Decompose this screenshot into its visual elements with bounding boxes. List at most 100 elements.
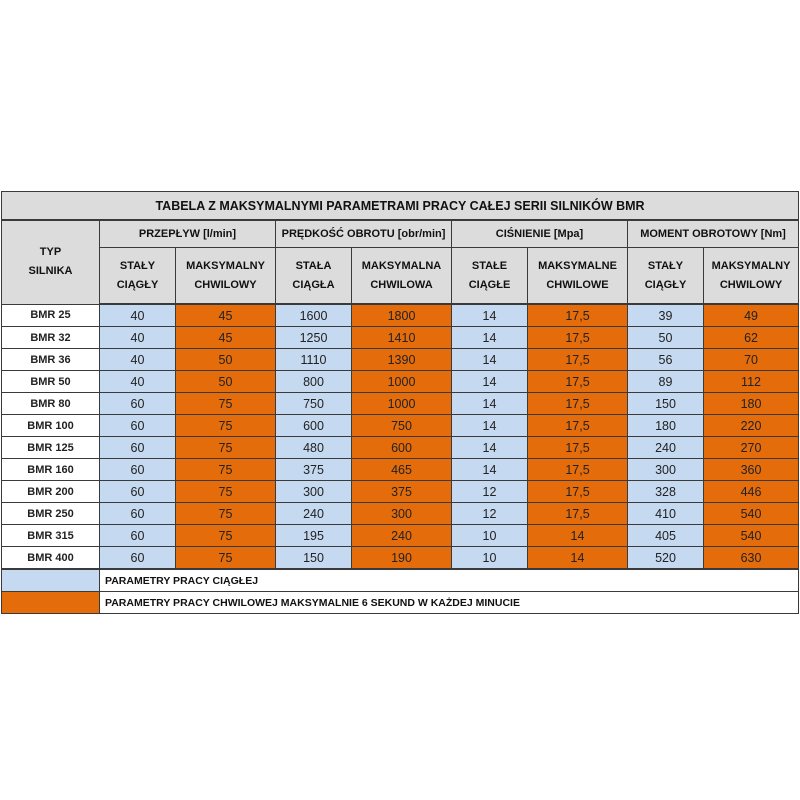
flow-continuous-cell: 40: [99, 326, 176, 349]
table-row: BMR 100 60 75 600 750 14 17,5 180 220: [1, 414, 800, 437]
pressure-max-cell: 17,5: [527, 436, 628, 459]
speed-continuous-cell: 240: [275, 502, 352, 525]
torque-continuous-cell: 39: [627, 303, 704, 327]
pressure-continuous-cell: 12: [451, 480, 528, 503]
pressure-max-cell: 17,5: [527, 414, 628, 437]
speed-max-cell: 600: [351, 436, 452, 459]
motor-type-cell: BMR 250: [1, 502, 100, 525]
motor-type-cell: BMR 400: [1, 546, 100, 570]
flow-continuous-cell: 60: [99, 392, 176, 415]
pressure-continuous-cell: 14: [451, 458, 528, 481]
type-header-line2: SILNIKA: [28, 265, 73, 278]
flow-max-cell: 75: [175, 502, 276, 525]
speed-continuous-cell: 800: [275, 370, 352, 393]
pressure-max-cell: 17,5: [527, 370, 628, 393]
legend-continuous-text: PARAMETRY PRACY CIĄGŁEJ: [98, 568, 800, 592]
table-title: TABELA Z MAKSYMALNYMI PARAMETRAMI PRACY …: [0, 191, 800, 221]
pressure-max-cell: 17,5: [527, 480, 628, 503]
table-row: BMR 80 60 75 750 1000 14 17,5 150 180: [1, 392, 800, 415]
speed-continuous-cell: 1600: [275, 303, 352, 327]
type-header: TYP SILNIKA: [1, 219, 100, 305]
flow-continuous-cell: 40: [99, 370, 176, 393]
speed-continuous-cell: 600: [275, 414, 352, 437]
motor-type-cell: BMR 25: [1, 303, 100, 327]
pressure-continuous-cell: 14: [451, 392, 528, 415]
torque-max-cell: 62: [702, 326, 800, 349]
pressure-max-cell: 14: [527, 524, 628, 547]
speed-max-cell: 750: [351, 414, 452, 437]
speed-max-cell: 1800: [351, 303, 452, 327]
speed-continuous-cell: 150: [275, 546, 352, 570]
pressure-max-cell: 17,5: [527, 303, 628, 327]
speed-max-cell: 1390: [351, 348, 452, 371]
torque-max-cell: 180: [702, 392, 800, 415]
bmr-parameters-table: TABELA Z MAKSYMALNYMI PARAMETRAMI PRACY …: [0, 191, 800, 614]
torque-max-cell: 360: [702, 458, 800, 481]
torque-continuous-cell: 150: [627, 392, 704, 415]
motor-type-cell: BMR 160: [1, 458, 100, 481]
torque-max-cell: 270: [702, 436, 800, 459]
speed-group-header: PRĘDKOŚĆ OBROTU [obr/min]: [275, 219, 452, 248]
pressure-continuous-cell: 14: [451, 414, 528, 437]
speed-continuous-cell: 750: [275, 392, 352, 415]
motor-type-cell: BMR 32: [1, 326, 100, 349]
flow-max-cell: 50: [175, 348, 276, 371]
legend-momentary-text: PARAMETRY PRACY CHWILOWEJ MAKSYMALNIE 6 …: [98, 591, 800, 614]
motor-type-cell: BMR 50: [1, 370, 100, 393]
torque-continuous-cell: 56: [627, 348, 704, 371]
flow-continuous-cell: 60: [99, 436, 176, 459]
speed-continuous-cell: 1110: [275, 348, 352, 371]
pressure-max-header: MAKSYMALNE CHWILOWE: [527, 247, 628, 305]
speed-max-cell: 375: [351, 480, 452, 503]
speed-max-cell: 190: [351, 546, 452, 570]
flow-group-header: PRZEPŁYW [l/min]: [99, 219, 276, 248]
speed-continuous-cell: 480: [275, 436, 352, 459]
table-row: BMR 400 60 75 150 190 10 14 520 630: [1, 546, 800, 570]
table-row: BMR 250 60 75 240 300 12 17,5 410 540: [1, 502, 800, 525]
torque-max-cell: 540: [702, 524, 800, 547]
flow-continuous-cell: 40: [99, 303, 176, 327]
pressure-continuous-cell: 10: [451, 524, 528, 547]
type-header-line1: TYP: [39, 246, 62, 259]
speed-continuous-cell: 300: [275, 480, 352, 503]
torque-group-header: MOMENT OBROTOWY [Nm]: [626, 219, 800, 248]
motor-type-cell: BMR 80: [1, 392, 100, 415]
pressure-max-cell: 17,5: [527, 326, 628, 349]
flow-max-cell: 45: [175, 326, 276, 349]
flow-continuous-cell: 60: [99, 480, 176, 503]
flow-max-cell: 75: [175, 524, 276, 547]
flow-max-cell: 75: [175, 436, 276, 459]
pressure-continuous-cell: 12: [451, 502, 528, 525]
torque-max-cell: 70: [702, 348, 800, 371]
pressure-continuous-cell: 14: [451, 436, 528, 459]
flow-max-cell: 75: [175, 458, 276, 481]
flow-continuous-cell: 60: [99, 524, 176, 547]
table-row: BMR 200 60 75 300 375 12 17,5 328 446: [1, 480, 800, 503]
pressure-continuous-cell: 14: [451, 303, 528, 327]
legend-continuous: PARAMETRY PRACY CIĄGŁEJ: [1, 568, 800, 592]
pressure-continuous-cell: 14: [451, 348, 528, 371]
pressure-max-cell: 17,5: [527, 458, 628, 481]
table-row: BMR 50 40 50 800 1000 14 17,5 89 112: [1, 370, 800, 393]
pressure-max-cell: 17,5: [527, 502, 628, 525]
pressure-continuous-cell: 10: [451, 546, 528, 570]
flow-continuous-cell: 60: [99, 414, 176, 437]
torque-continuous-cell: 240: [627, 436, 704, 459]
pressure-continuous-cell: 14: [451, 370, 528, 393]
torque-max-cell: 112: [702, 370, 800, 393]
torque-max-cell: 446: [702, 480, 800, 503]
motor-type-cell: BMR 36: [1, 348, 100, 371]
speed-max-cell: 1410: [351, 326, 452, 349]
pressure-max-cell: 14: [527, 546, 628, 570]
torque-continuous-cell: 50: [627, 326, 704, 349]
speed-max-cell: 1000: [351, 370, 452, 393]
table-row: BMR 315 60 75 195 240 10 14 405 540: [1, 524, 800, 547]
table-row: BMR 32 40 45 1250 1410 14 17,5 50 62: [1, 326, 800, 349]
flow-continuous-cell: 60: [99, 458, 176, 481]
speed-max-cell: 1000: [351, 392, 452, 415]
torque-continuous-cell: 89: [627, 370, 704, 393]
pressure-continuous-cell: 14: [451, 326, 528, 349]
legend-swatch-momentary: [1, 591, 100, 614]
flow-max-cell: 45: [175, 303, 276, 327]
torque-continuous-header: STAŁY CIĄGŁY: [627, 247, 704, 305]
